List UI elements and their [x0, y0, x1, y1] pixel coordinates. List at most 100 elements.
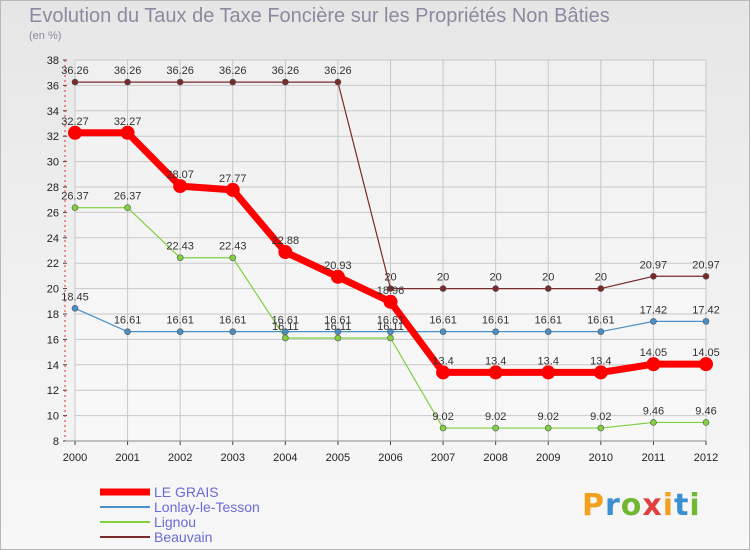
data-point	[176, 254, 184, 262]
data-point	[282, 78, 289, 86]
logo-letter: o	[620, 488, 643, 523]
y-tick-label: 34	[47, 106, 59, 118]
data-point	[278, 245, 293, 260]
data-point	[229, 254, 237, 262]
data-point	[439, 424, 447, 432]
x-tick-label: 2010	[589, 452, 613, 464]
data-point	[650, 272, 657, 280]
data-point	[176, 328, 184, 335]
data-point	[436, 365, 451, 380]
y-tick-label: 14	[47, 360, 59, 372]
data-label: 20	[542, 272, 554, 284]
data-label: 9.46	[695, 405, 716, 417]
data-label: 9.02	[590, 411, 611, 423]
data-label: 36.26	[166, 65, 194, 77]
data-label: 20.93	[324, 260, 352, 272]
series-layer	[68, 78, 713, 432]
data-point	[173, 179, 188, 194]
data-point	[492, 328, 499, 335]
data-point	[544, 285, 552, 292]
data-label: 16.61	[482, 315, 510, 327]
data-label: 20	[595, 272, 607, 284]
data-point	[702, 318, 710, 325]
data-label: 20	[490, 272, 502, 284]
data-label: 36.26	[61, 65, 89, 77]
data-label: 27.77	[219, 173, 247, 185]
data-label: 16.61	[166, 315, 194, 327]
data-label: 18.96	[377, 285, 405, 297]
data-point	[176, 78, 184, 86]
proxiti-logo: Proxiti	[582, 488, 701, 523]
logo-letter: i	[689, 488, 701, 523]
y-tick-label: 26	[47, 207, 59, 219]
x-tick-label: 2004	[273, 452, 297, 464]
legend-label: Lonlay-le-Tesson	[154, 499, 260, 515]
data-point	[330, 269, 345, 284]
x-tick-label: 2005	[326, 452, 350, 464]
legend-label: LE GRAIS	[154, 484, 219, 500]
data-labels: 36.26 36.26 36.26 36.26 36.26 36.26 20 20 20 20 20…	[61, 65, 720, 423]
data-label: 20	[437, 272, 449, 284]
data-label: 13.4	[590, 355, 611, 367]
data-point	[597, 285, 605, 292]
data-point	[387, 334, 394, 342]
y-tick-label: 16	[47, 334, 59, 346]
logo-letter: x	[642, 488, 663, 523]
data-label: 13.4	[538, 355, 559, 367]
x-tick-label: 2006	[378, 452, 402, 464]
x-tick-label: 2000	[63, 452, 87, 464]
data-label: 16.61	[272, 315, 300, 327]
logo-letter: P	[582, 488, 605, 523]
data-point	[439, 285, 447, 292]
data-point	[225, 182, 240, 197]
data-point	[439, 328, 447, 335]
data-label: 22.43	[219, 241, 247, 253]
data-label: 36.26	[114, 65, 142, 77]
y-tick-label: 10	[47, 411, 59, 423]
y-tick-label: 12	[47, 385, 59, 397]
logo-letter: i	[662, 488, 675, 523]
data-point	[383, 294, 398, 309]
data-label: 16.61	[429, 315, 457, 327]
data-point	[387, 285, 394, 292]
data-point	[229, 78, 237, 86]
axes: 8 10 12 14 16 18 20 22 24 26 28 30 32 34 36 38 2000 2001 2…	[47, 55, 718, 464]
data-point	[492, 424, 499, 432]
data-point	[229, 328, 237, 335]
data-label: 36.26	[324, 65, 352, 77]
chart-title: Evolution du Taux de Taxe Foncière sur l…	[29, 5, 610, 27]
data-label: 16.61	[587, 315, 615, 327]
data-label: 20	[384, 272, 396, 284]
data-point	[646, 357, 661, 372]
data-label: 14.05	[640, 347, 668, 359]
data-point	[334, 328, 342, 335]
data-label: 26.37	[114, 191, 142, 203]
x-tick-label: 2009	[536, 452, 560, 464]
x-tick-label: 2001	[115, 452, 139, 464]
legend-label: Lignou	[154, 514, 196, 530]
y-tick-label: 38	[47, 55, 59, 67]
data-label: 14.05	[692, 347, 720, 359]
data-label: 9.46	[643, 405, 664, 417]
data-point	[544, 424, 552, 432]
data-point	[702, 419, 710, 426]
data-label: 17.42	[692, 304, 720, 316]
data-label: 9.02	[485, 411, 506, 423]
data-label: 16.61	[324, 315, 352, 327]
y-tick-label: 36	[47, 80, 59, 92]
x-tick-label: 2012	[694, 452, 718, 464]
data-point	[544, 328, 552, 335]
data-label: 22.43	[166, 241, 194, 253]
data-label: 18.45	[61, 291, 89, 303]
data-point	[593, 365, 608, 380]
y-tick-label: 32	[47, 131, 59, 143]
y-tick-label: 22	[47, 258, 59, 270]
data-label: 13.4	[432, 355, 453, 367]
y-tick-label: 24	[47, 233, 59, 245]
x-tick-label: 2002	[168, 452, 192, 464]
data-point	[488, 365, 503, 380]
data-point	[120, 125, 135, 140]
data-point	[334, 78, 342, 86]
